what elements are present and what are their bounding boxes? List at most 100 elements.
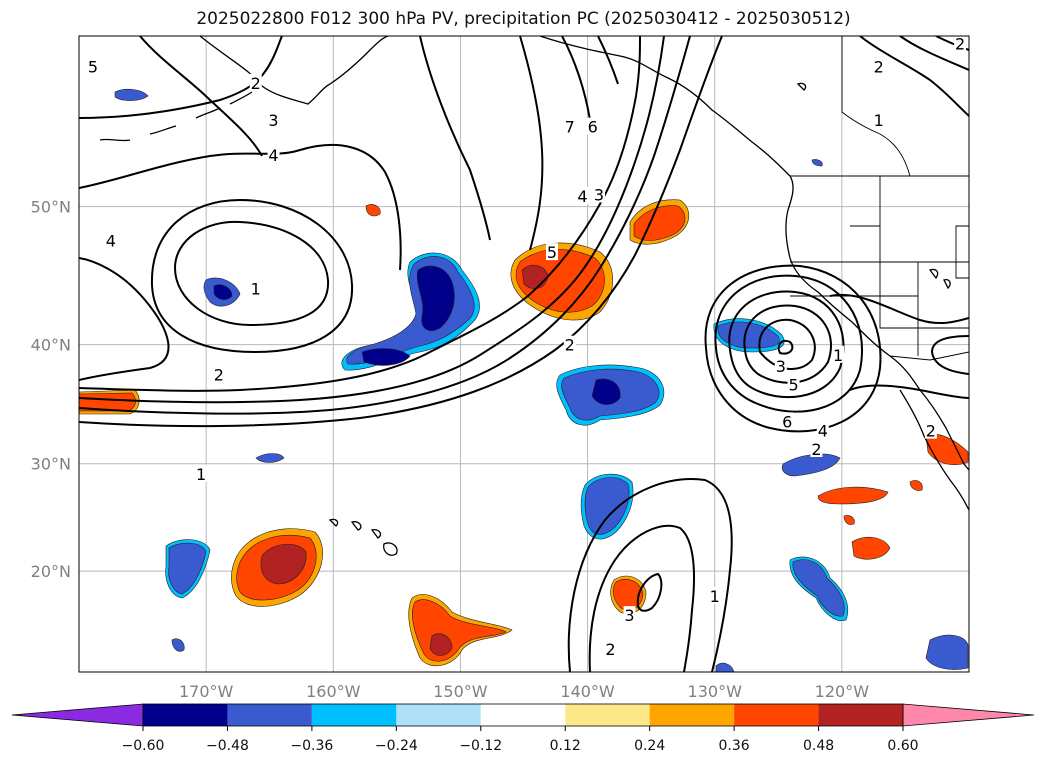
colorbar-tick-label: −0.12 — [459, 738, 502, 754]
precip-negative-core — [416, 265, 455, 331]
pv-contour-label: 1 — [196, 465, 206, 484]
pv-contour — [935, 36, 969, 51]
contour-label-bg — [563, 335, 576, 353]
pv-contour-label: 4 — [106, 232, 116, 251]
latitude-label: 50°N — [31, 198, 71, 217]
precip-negative-core — [792, 559, 845, 617]
contour-label-bg — [810, 439, 823, 457]
precip-positive-area — [843, 515, 855, 525]
contour-label-bg — [267, 145, 280, 163]
pv-contour-label: 2 — [565, 336, 575, 355]
pv-contour — [588, 524, 696, 672]
pv-contour-label: 2 — [605, 640, 615, 659]
latitude-label: 20°N — [31, 562, 71, 581]
precip-negative-area — [114, 88, 149, 101]
precip-anomaly-areas — [79, 88, 969, 672]
hawaii-islands — [328, 518, 398, 556]
precip-positive-area — [365, 204, 381, 217]
longitude-label: 150°W — [433, 682, 488, 701]
contour-label-bg — [249, 73, 262, 91]
colorbar-tick-label: 0.24 — [634, 738, 665, 754]
pv-contour-label: 1 — [710, 587, 720, 606]
pv-contour — [597, 36, 619, 85]
contour-label-bg — [212, 365, 225, 383]
pv-contour-label: 5 — [547, 243, 557, 262]
pv-contour-label: 3 — [624, 606, 634, 625]
pv-contour-label: 5 — [788, 375, 798, 394]
contour-label-bg — [623, 606, 636, 624]
pv-contour-label: 6 — [782, 412, 792, 431]
box-border — [955, 225, 969, 279]
colorbar-tick-label: 0.12 — [550, 738, 581, 754]
longitude-label: 140°W — [560, 682, 615, 701]
contour-label-bg — [576, 186, 589, 204]
precip-negative-area — [811, 159, 823, 167]
pv-contour — [931, 335, 969, 375]
pv-contour-label: 3 — [594, 185, 604, 204]
pv-contour — [567, 478, 733, 672]
precip-negative-core — [584, 477, 630, 535]
contour-label-bg — [593, 185, 606, 203]
us-mexico-border — [889, 351, 969, 361]
pv-contour-label: 7 — [565, 118, 575, 137]
contour-label-bg — [604, 640, 617, 658]
colorbar-segment — [143, 704, 228, 726]
pv-contour — [150, 198, 354, 354]
precip-negative-area — [171, 638, 185, 652]
colorbar-tick-label: 0.48 — [803, 738, 834, 754]
pv-contour — [419, 36, 491, 241]
precip-negative-core — [361, 348, 411, 366]
pv-contour-label: 3 — [776, 357, 786, 376]
pv-contour — [79, 143, 402, 271]
pv-contour — [79, 257, 170, 381]
coastal-islands — [796, 82, 951, 290]
pv-contour-label: 4 — [577, 187, 587, 206]
colorbar-extend-low — [11, 703, 144, 727]
pv-contour — [79, 36, 641, 392]
aleutian-islands — [99, 91, 253, 142]
map-frame — [78, 35, 970, 673]
pv-contour — [519, 36, 544, 251]
contour-label-bg — [872, 110, 885, 128]
pv-contour — [899, 36, 969, 71]
pv-contour-label: 6 — [588, 118, 598, 137]
colorbar-segment — [396, 704, 481, 726]
precip-positive-area — [925, 433, 969, 465]
precip-positive-area — [817, 486, 889, 505]
contour-label-bg — [708, 586, 721, 604]
colorbar-segment — [649, 704, 735, 726]
contour-label-bg — [195, 464, 208, 482]
colorbar-outline — [142, 703, 904, 727]
pv-contour — [173, 220, 330, 327]
precip-positive-core — [612, 579, 644, 611]
pv-contour-label: 2 — [251, 74, 261, 93]
pv-contour — [849, 384, 969, 399]
longitude-labels: 170°W 160°W 150°W 140°W 130°W 120°W — [179, 682, 869, 701]
contour-label-bg — [104, 231, 117, 249]
precip-positive-area — [909, 480, 923, 491]
contour-label-bg — [787, 375, 800, 393]
pv-contour — [728, 290, 845, 399]
precip-negative-area — [925, 634, 969, 670]
contour-label-bg — [832, 345, 845, 363]
pv-contour-label: 4 — [268, 146, 278, 165]
pv-contour — [79, 36, 283, 119]
colorbar-segment — [311, 704, 397, 726]
contour-label-bg — [586, 117, 599, 135]
colorbar-tick-label: −0.24 — [375, 738, 418, 754]
pv-contour — [743, 304, 832, 384]
pv-contour-label: 1 — [833, 346, 843, 365]
pv-contour — [859, 36, 969, 117]
precip-positive-core — [260, 543, 307, 585]
precip-negative-core — [591, 378, 621, 405]
latitude-labels: 20°N 30°N 40°N 50°N — [31, 198, 71, 582]
precip-positive-core — [429, 633, 453, 656]
colorbar-tick-label: 0.60 — [887, 738, 918, 754]
contour-label-bg — [924, 421, 937, 439]
pv-contour-label: 3 — [268, 111, 278, 130]
pv-contour — [829, 293, 969, 325]
pv-contour-label: 1 — [251, 279, 261, 298]
baja-coastline — [899, 389, 969, 511]
